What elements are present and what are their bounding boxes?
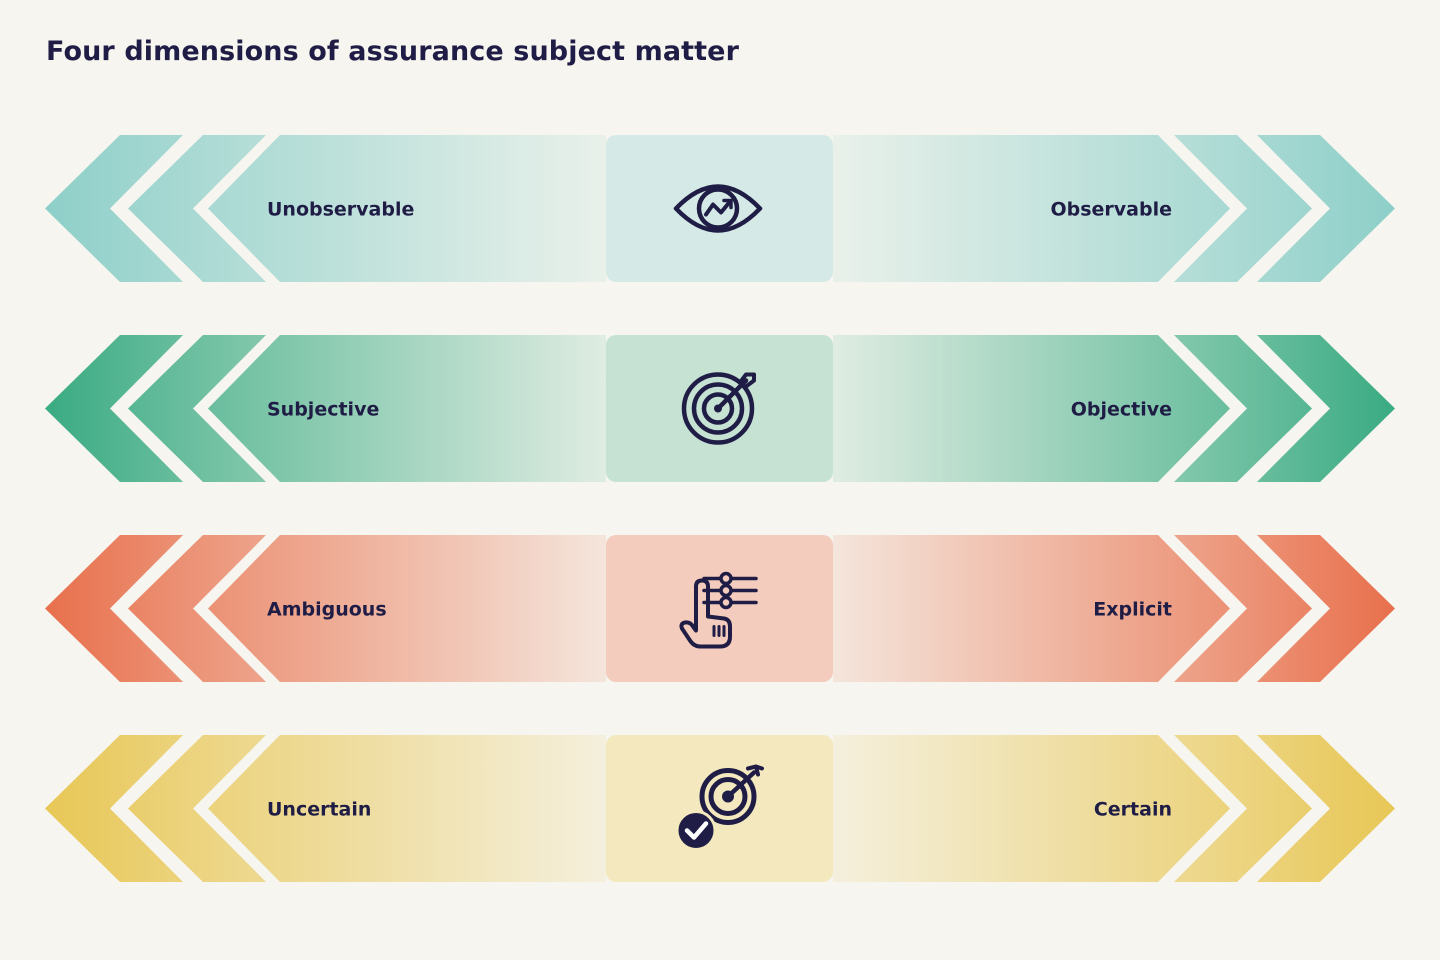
left-chevron-outer bbox=[45, 335, 183, 482]
right-chevron-inner bbox=[1174, 335, 1312, 482]
left-band bbox=[208, 735, 606, 882]
right-chevron-inner bbox=[1174, 735, 1312, 882]
right-label: Observable bbox=[1050, 199, 1172, 221]
left-chevron-outer bbox=[45, 135, 183, 282]
right-chevron-inner bbox=[1174, 535, 1312, 682]
right-band bbox=[833, 335, 1230, 482]
hand-settings-icon bbox=[679, 571, 758, 649]
left-label: Uncertain bbox=[267, 799, 371, 821]
dimension-row: Unobservable Observable bbox=[45, 135, 1395, 282]
right-band bbox=[833, 535, 1230, 682]
center-panel bbox=[606, 535, 833, 682]
right-label: Objective bbox=[1071, 399, 1172, 421]
right-label: Explicit bbox=[1093, 599, 1172, 621]
right-chevron-outer bbox=[1257, 535, 1395, 682]
left-chevron-inner bbox=[128, 735, 266, 882]
left-label: Ambiguous bbox=[267, 599, 387, 621]
target-check-icon bbox=[675, 764, 764, 851]
right-label: Certain bbox=[1094, 799, 1172, 821]
right-chevron-outer bbox=[1257, 135, 1395, 282]
left-chevron-outer bbox=[45, 535, 183, 682]
dimension-row: Uncertain Certain bbox=[45, 735, 1395, 882]
right-chevron-inner bbox=[1174, 135, 1312, 282]
left-chevron-inner bbox=[128, 135, 266, 282]
dimension-row: Ambiguous Explicit bbox=[45, 535, 1395, 682]
left-label: Subjective bbox=[267, 399, 379, 421]
page-title: Four dimensions of assurance subject mat… bbox=[46, 36, 739, 67]
left-band bbox=[208, 335, 606, 482]
right-band bbox=[833, 735, 1230, 882]
left-band bbox=[208, 535, 606, 682]
right-band bbox=[833, 135, 1230, 282]
left-chevron-inner bbox=[128, 335, 266, 482]
dimension-row: Subjective Objective bbox=[45, 335, 1395, 482]
left-chevron-outer bbox=[45, 735, 183, 882]
eye-chart-icon bbox=[673, 184, 763, 233]
left-band bbox=[208, 135, 606, 282]
target-arrow-icon bbox=[681, 372, 756, 445]
left-label: Unobservable bbox=[267, 199, 414, 221]
right-chevron-outer bbox=[1257, 335, 1395, 482]
right-chevron-outer bbox=[1257, 735, 1395, 882]
left-chevron-inner bbox=[128, 535, 266, 682]
